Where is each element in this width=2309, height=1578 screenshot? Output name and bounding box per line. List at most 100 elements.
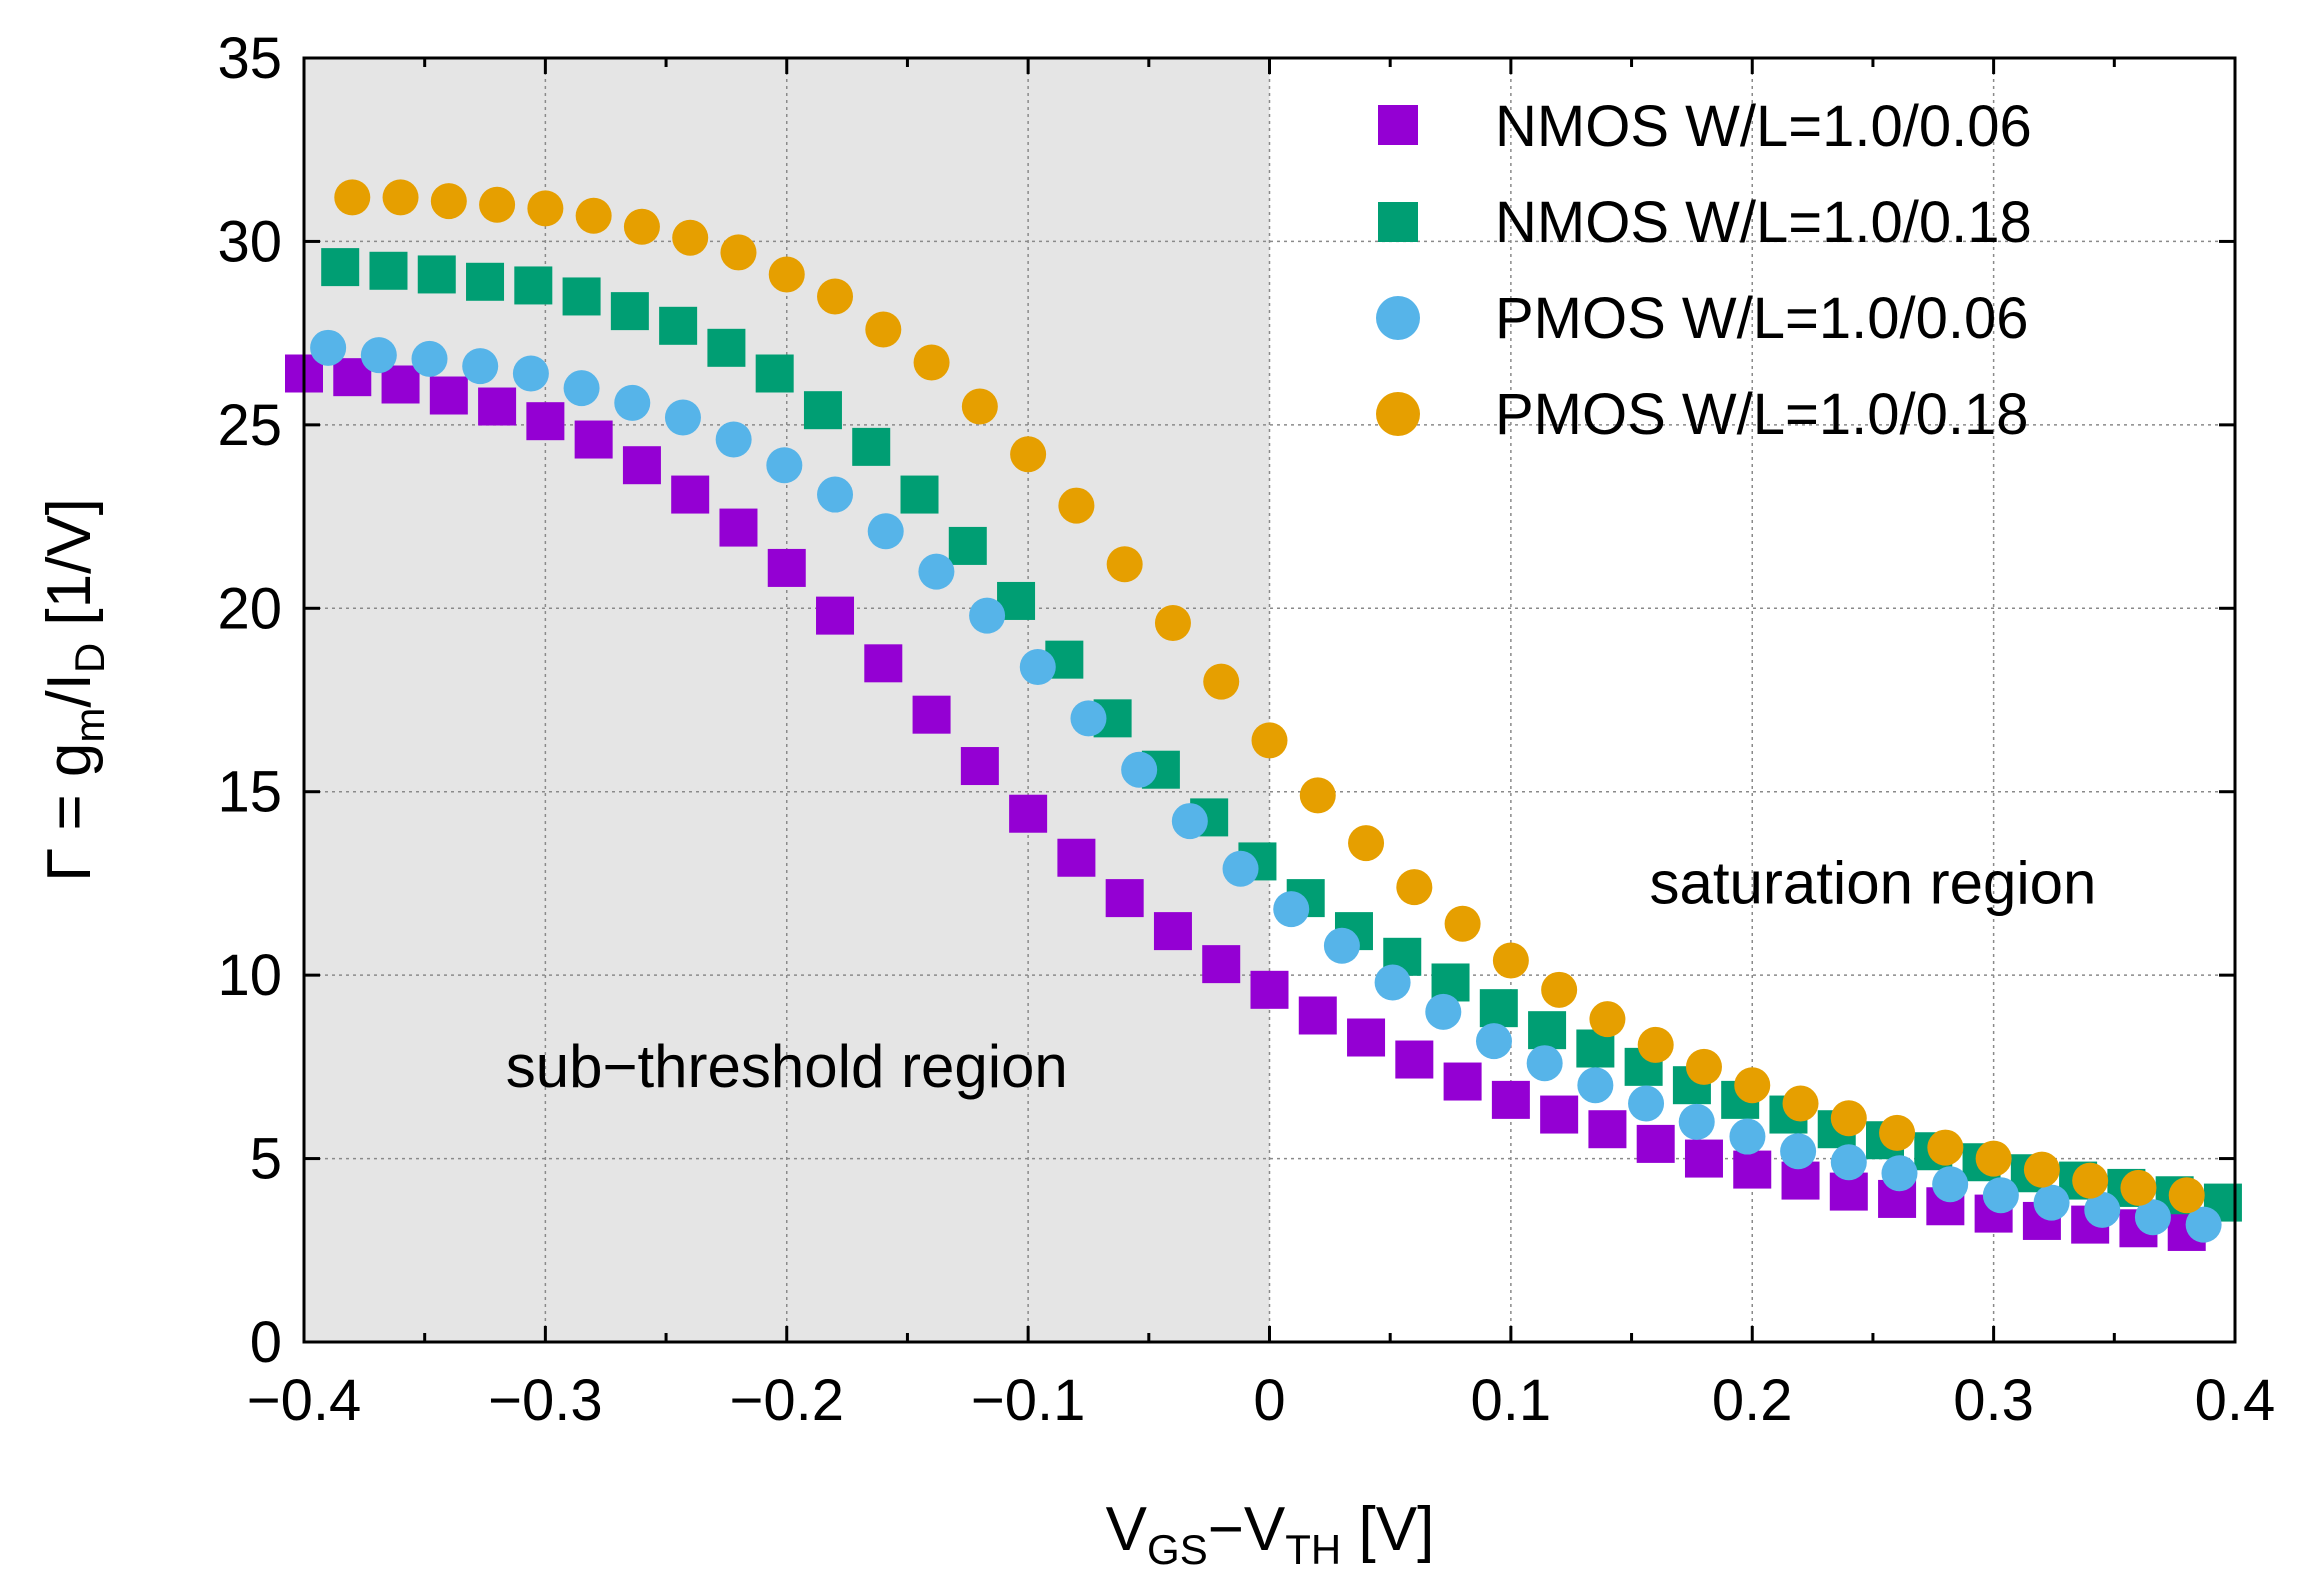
data-point-circle: [817, 476, 854, 513]
data-point-circle: [766, 447, 803, 484]
data-point-circle: [1475, 1023, 1512, 1060]
data-point-square: [1733, 1150, 1772, 1189]
data-point-square: [526, 402, 565, 441]
data-point-circle: [865, 311, 902, 348]
data-point-circle: [527, 190, 564, 227]
legend-label-pmos-018: PMOS W/L=1.0/0.18: [1495, 382, 2029, 447]
x-tick-label: 0.3: [1953, 1368, 2034, 1433]
data-point-circle: [1975, 1140, 2012, 1177]
data-point-circle: [1121, 751, 1158, 788]
data-point-square: [816, 596, 855, 635]
data-point-square: [948, 526, 987, 565]
data-point-circle: [1637, 1026, 1674, 1063]
y-tick-label: 35: [217, 26, 282, 91]
data-point-circle: [1492, 942, 1529, 979]
data-point-square: [912, 695, 951, 734]
y-tick-label: 0: [250, 1310, 282, 1375]
legend-marker-nmos-006: [1378, 105, 1418, 145]
data-point-square: [321, 248, 360, 287]
data-point-square: [610, 292, 649, 331]
series-3: [334, 179, 2205, 1214]
y-tick-label: 15: [217, 760, 282, 825]
data-point-circle: [614, 384, 651, 421]
data-point-square: [574, 420, 613, 459]
data-point-circle: [1685, 1048, 1722, 1085]
data-point-circle: [672, 219, 709, 256]
data-point-circle: [1932, 1166, 1969, 1203]
x-axis-title-sub-th: TH: [1285, 1526, 1341, 1573]
data-point-circle: [623, 208, 660, 245]
x-tick-label: −0.3: [488, 1368, 603, 1433]
data-point-circle: [1019, 648, 1056, 685]
legend: NMOS W/L=1.0/0.06 NMOS W/L=1.0/0.18 PMOS…: [1376, 94, 2032, 447]
data-point-square: [719, 508, 758, 547]
data-point-square: [1540, 1095, 1579, 1134]
x-axis-title-sub-gs: GS: [1147, 1526, 1208, 1573]
x-tick-label: −0.1: [971, 1368, 1086, 1433]
data-point-circle: [1780, 1133, 1817, 1170]
x-tick-label: 0.4: [2195, 1368, 2276, 1433]
series-2: [310, 329, 2222, 1243]
data-point-circle: [768, 256, 805, 293]
data-point-circle: [2033, 1184, 2070, 1221]
y-axis-ticks: 0 5 10 15 20 25 30 35: [217, 26, 2235, 1375]
data-point-square: [767, 548, 806, 587]
legend-marker-pmos-018: [1376, 392, 1420, 436]
data-point-square: [417, 255, 456, 294]
x-tick-label: −0.4: [247, 1368, 362, 1433]
data-point-circle: [1678, 1103, 1715, 1140]
data-point-circle: [720, 234, 757, 271]
data-point-square: [707, 328, 746, 367]
x-axis-title-minus-v: −V: [1208, 1495, 1286, 1564]
data-point-circle: [2168, 1177, 2205, 1214]
data-point-circle: [1927, 1129, 1964, 1166]
x-axis-ticks: −0.4 −0.3 −0.2 −0.1 0 0.1 0.2 0.3 0.4: [247, 58, 2276, 1433]
y-axis-title-sub-d: D: [66, 643, 113, 673]
data-point-square: [900, 475, 939, 514]
data-point-square: [381, 365, 420, 404]
data-point-square: [1395, 1040, 1434, 1079]
data-point-square: [429, 376, 468, 415]
data-point-square: [369, 251, 408, 290]
data-point-circle: [411, 340, 448, 377]
data-point-circle: [1299, 777, 1336, 814]
x-axis-title-v: V: [1106, 1495, 1148, 1564]
data-point-square: [562, 277, 601, 316]
data-point-circle: [961, 388, 998, 425]
data-point-square: [514, 266, 553, 305]
data-point-circle: [1396, 869, 1433, 906]
data-point-square: [1588, 1110, 1627, 1149]
legend-marker-pmos-006: [1376, 296, 1420, 340]
data-point-circle: [2084, 1191, 2121, 1228]
data-points: [285, 179, 2242, 1251]
data-point-circle: [575, 197, 612, 234]
data-point-circle: [1323, 927, 1360, 964]
data-point-square: [1298, 996, 1337, 1035]
data-point-square: [1491, 1080, 1530, 1119]
data-point-square: [1250, 970, 1289, 1009]
data-point-circle: [1348, 825, 1385, 862]
data-point-circle: [563, 370, 600, 407]
data-point-circle: [918, 553, 955, 590]
data-point-circle: [913, 344, 950, 381]
annotation-subthreshold: sub−threshold region: [506, 1033, 1068, 1100]
data-point-circle: [1782, 1085, 1819, 1122]
data-point-square: [1347, 1018, 1386, 1057]
data-point-circle: [1982, 1177, 2019, 1214]
y-tick-label: 10: [217, 943, 282, 1008]
y-axis-title: Γ = gm/ID [1/V]: [35, 498, 113, 882]
data-point-circle: [1154, 604, 1191, 641]
data-point-circle: [2134, 1199, 2171, 1236]
data-point-square: [1009, 794, 1048, 833]
data-point-circle: [2023, 1151, 2060, 1188]
x-tick-label: 0.1: [1471, 1368, 1552, 1433]
data-point-square: [1479, 989, 1518, 1028]
data-point-square: [1153, 912, 1192, 951]
annotation-saturation: saturation region: [1649, 849, 2096, 916]
data-point-square: [803, 391, 842, 430]
data-point-circle: [1734, 1067, 1771, 1104]
data-point-circle: [360, 337, 397, 374]
data-point-square: [852, 427, 891, 466]
data-point-circle: [1444, 905, 1481, 942]
